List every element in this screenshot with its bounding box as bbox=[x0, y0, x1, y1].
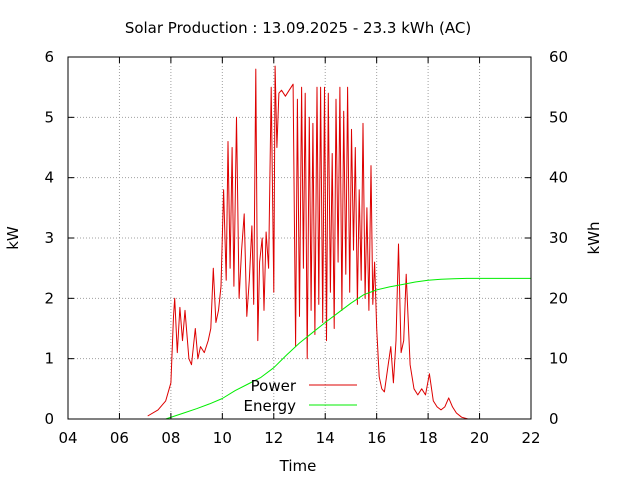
x-tick-label: 14 bbox=[316, 429, 335, 447]
y-tick-label-right: 50 bbox=[549, 108, 568, 126]
x-tick-label: 04 bbox=[58, 429, 77, 447]
y-tick-label-left: 3 bbox=[44, 229, 54, 247]
y-tick-label-left: 0 bbox=[44, 410, 54, 428]
y-tick-label-right: 60 bbox=[549, 48, 568, 66]
x-tick-label: 10 bbox=[213, 429, 232, 447]
x-tick-label: 08 bbox=[161, 429, 180, 447]
series-line-power bbox=[147, 65, 469, 420]
y-axis-label-right: kWh bbox=[585, 221, 603, 254]
y-tick-label-right: 0 bbox=[549, 410, 559, 428]
x-tick-label: 16 bbox=[367, 429, 386, 447]
y-tick-label-left: 4 bbox=[44, 169, 54, 187]
chart-title: Solar Production : 13.09.2025 - 23.3 kWh… bbox=[125, 19, 471, 37]
x-tick-label: 22 bbox=[521, 429, 540, 447]
y-axis-label-left: kW bbox=[4, 226, 22, 250]
y-tick-label-right: 40 bbox=[549, 169, 568, 187]
y-tick-label-left: 5 bbox=[44, 108, 54, 126]
x-tick-label: 18 bbox=[419, 429, 438, 447]
y-tick-label-right: 30 bbox=[549, 229, 568, 247]
x-axis-label: Time bbox=[279, 457, 317, 475]
y-tick-label-left: 1 bbox=[44, 350, 54, 368]
series-line-energy bbox=[165, 277, 531, 420]
legend-label-energy: Energy bbox=[243, 397, 296, 415]
y-tick-label-left: 6 bbox=[44, 48, 54, 66]
y-tick-label-left: 2 bbox=[44, 289, 54, 307]
series-layer bbox=[147, 65, 531, 420]
y-tick-label-right: 20 bbox=[549, 289, 568, 307]
x-tick-label: 06 bbox=[110, 429, 129, 447]
legend: Power Energy bbox=[243, 377, 357, 415]
x-tick-label: 12 bbox=[264, 429, 283, 447]
y-tick-label-right: 10 bbox=[549, 350, 568, 368]
x-tick-label: 20 bbox=[470, 429, 489, 447]
legend-label-power: Power bbox=[251, 377, 297, 395]
